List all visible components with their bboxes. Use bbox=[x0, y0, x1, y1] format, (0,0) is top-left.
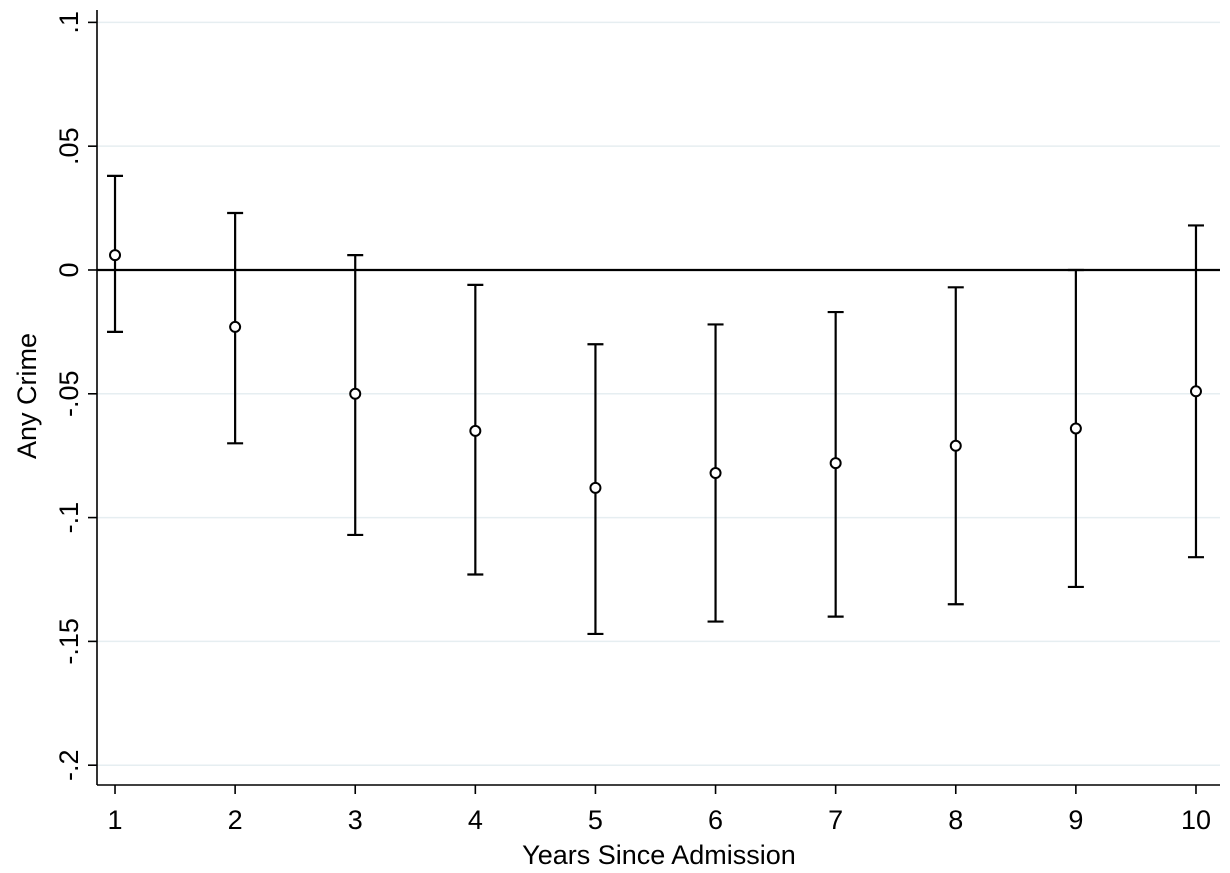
y-tick-label-6: -.2 bbox=[54, 749, 84, 781]
point-estimate-1 bbox=[229, 320, 242, 333]
y-tick-label-4: -.1 bbox=[54, 502, 84, 534]
x-tick-label-0: 1 bbox=[108, 805, 123, 835]
x-tick-label-7: 8 bbox=[948, 805, 963, 835]
x-tick-label-4: 5 bbox=[588, 805, 603, 835]
point-estimate-2 bbox=[349, 387, 362, 400]
y-axis-title: Any Crime bbox=[12, 333, 42, 459]
y-tick-label-3: -.05 bbox=[54, 371, 84, 418]
point-estimate-3 bbox=[469, 424, 482, 437]
axes bbox=[96, 10, 1220, 786]
point-estimate-8 bbox=[1069, 422, 1082, 435]
y-tick-label-0: .1 bbox=[54, 11, 84, 34]
x-axis-title: Years Since Admission bbox=[522, 840, 796, 870]
point-estimate-4 bbox=[589, 481, 602, 494]
x-tick-label-5: 6 bbox=[708, 805, 723, 835]
data-marks bbox=[107, 174, 1204, 636]
point-estimate-0 bbox=[109, 249, 122, 262]
x-tick-label-3: 4 bbox=[468, 805, 483, 835]
x-tick-label-6: 7 bbox=[828, 805, 843, 835]
point-estimate-7 bbox=[949, 439, 962, 452]
y-axis-ticks: .1 .05 0 -.05 -.1 -.15 -.2 bbox=[54, 11, 97, 781]
y-tick-label-2: 0 bbox=[54, 262, 84, 277]
x-tick-label-9: 10 bbox=[1181, 805, 1211, 835]
x-tick-label-2: 3 bbox=[348, 805, 363, 835]
point-estimate-9 bbox=[1189, 385, 1202, 398]
grid-lines bbox=[97, 21, 1220, 766]
y-tick-label-5: -.15 bbox=[54, 618, 84, 665]
x-tick-label-1: 2 bbox=[228, 805, 243, 835]
y-tick-label-1: .05 bbox=[54, 127, 84, 165]
x-tick-label-8: 9 bbox=[1068, 805, 1083, 835]
point-estimate-6 bbox=[829, 457, 842, 470]
point-estimate-5 bbox=[709, 467, 722, 480]
x-axis-ticks: 1 2 3 4 5 6 7 8 9 10 bbox=[108, 785, 1211, 835]
